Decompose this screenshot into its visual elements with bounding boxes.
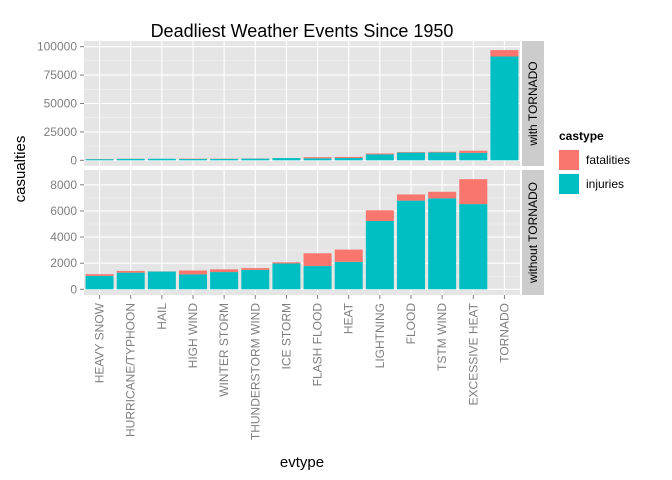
bar-fatalities <box>459 179 488 205</box>
legend-title: castype <box>559 129 604 143</box>
bar-injuries <box>365 154 394 161</box>
bar-injuries <box>116 272 145 290</box>
bar-injuries <box>365 221 394 290</box>
bar-injuries <box>210 272 239 290</box>
bar-fatalities <box>178 270 208 275</box>
x-tick-label: WINTER STORM <box>217 303 231 397</box>
x-tick-label: THUNDERSTORM WIND <box>248 303 262 440</box>
bar-injuries <box>303 266 332 290</box>
bar-injuries <box>459 152 488 161</box>
facet-strip-label: with TORNADO <box>526 61 540 146</box>
legend-label-injuries: injuries <box>586 177 624 191</box>
x-tick-label: FLASH FLOOD <box>311 303 325 387</box>
x-tick-label: HIGH WIND <box>186 303 200 369</box>
bar-injuries <box>116 158 145 161</box>
y-tick-label: 2000 <box>50 256 77 270</box>
bar-fatalities <box>303 157 332 159</box>
bar-fatalities <box>365 153 394 155</box>
bar-fatalities <box>365 210 394 222</box>
facet-strip-label: without TORNADO <box>526 182 540 284</box>
bar-injuries <box>210 158 239 161</box>
panel-without-tornado: 0 2000 4000 6000 8000 without TORNADO <box>50 170 544 296</box>
y-axis-title: casualties <box>12 136 29 203</box>
bar-fatalities <box>459 150 488 153</box>
bar-injuries <box>272 158 301 161</box>
bar-injuries <box>459 204 488 290</box>
x-tick-label: ICE STORM <box>279 303 293 369</box>
bar-injuries <box>490 56 519 161</box>
bar-injuries <box>241 269 270 290</box>
x-tick-label: HURRICANE/TYPHOON <box>124 303 138 437</box>
bar-injuries <box>85 159 114 161</box>
legend-key-injuries <box>559 174 579 194</box>
bar-fatalities <box>85 274 114 276</box>
bar-fatalities <box>334 156 363 158</box>
x-tick-label: EXCESSIVE HEAT <box>466 302 480 405</box>
x-axis-title: evtype <box>280 454 324 471</box>
bar-fatalities <box>396 152 426 153</box>
bar-injuries <box>178 159 208 161</box>
bar-fatalities <box>303 253 332 267</box>
y-tick-label: 0 <box>70 282 77 296</box>
bar-injuries <box>303 158 332 161</box>
y-tick-label: 50000 <box>44 97 78 111</box>
facet-panels: 0 25000 50000 75000 100000 with TORNADO 0 2000 4… <box>37 40 544 296</box>
legend: castype fatalities injuries <box>557 129 630 196</box>
y-tick-label: 4000 <box>50 230 77 244</box>
bar-fatalities <box>428 151 457 153</box>
bar-fatalities <box>272 262 301 264</box>
bar-injuries <box>396 200 426 290</box>
bar-fatalities <box>490 50 519 57</box>
bar-injuries <box>428 198 457 290</box>
y-tick-label: 0 <box>70 153 77 167</box>
bar-injuries <box>147 271 176 290</box>
y-tick-label: 25000 <box>44 125 78 139</box>
chart-title: Deadliest Weather Events Since 1950 <box>151 21 454 41</box>
legend-label-fatalities: fatalities <box>586 153 630 167</box>
y-tick-label: 6000 <box>50 204 77 218</box>
x-tick-label: HEAVY SNOW <box>93 302 107 383</box>
bar-injuries <box>241 158 270 161</box>
bar-injuries <box>396 152 426 161</box>
bar-fatalities <box>210 269 239 273</box>
facet-strip <box>522 41 544 166</box>
bar-injuries <box>272 263 301 290</box>
bar-fatalities <box>241 268 270 270</box>
bar-injuries <box>85 275 114 290</box>
bar-fatalities <box>396 194 426 201</box>
y-tick-label: 100000 <box>37 40 77 54</box>
bar-injuries <box>178 274 208 290</box>
x-tick-label: HAIL <box>155 303 169 330</box>
bar-injuries <box>334 261 363 290</box>
x-axis: HEAVY SNOW HURRICANE/TYPHOON HAIL HIGH WIND… <box>93 295 511 440</box>
y-tick-label: 75000 <box>44 68 78 82</box>
legend-key-fatalities <box>559 150 579 170</box>
facet-strip <box>522 170 544 295</box>
x-tick-label: FLOOD <box>404 303 418 345</box>
x-tick-label: LIGHTNING <box>373 303 387 368</box>
panel-with-tornado: 0 25000 50000 75000 100000 with TORNADO <box>37 40 544 167</box>
bar-injuries <box>147 158 176 161</box>
bar-fatalities <box>334 249 363 262</box>
bar-injuries <box>334 157 363 161</box>
bar-injuries <box>428 152 457 161</box>
bar-fatalities <box>428 191 457 199</box>
x-tick-label: TORNADO <box>497 303 511 363</box>
bar-fatalities <box>116 270 145 273</box>
x-tick-label: TSTM WIND <box>435 303 449 371</box>
x-tick-label: HEAT <box>342 302 356 334</box>
y-tick-label: 8000 <box>50 178 77 192</box>
